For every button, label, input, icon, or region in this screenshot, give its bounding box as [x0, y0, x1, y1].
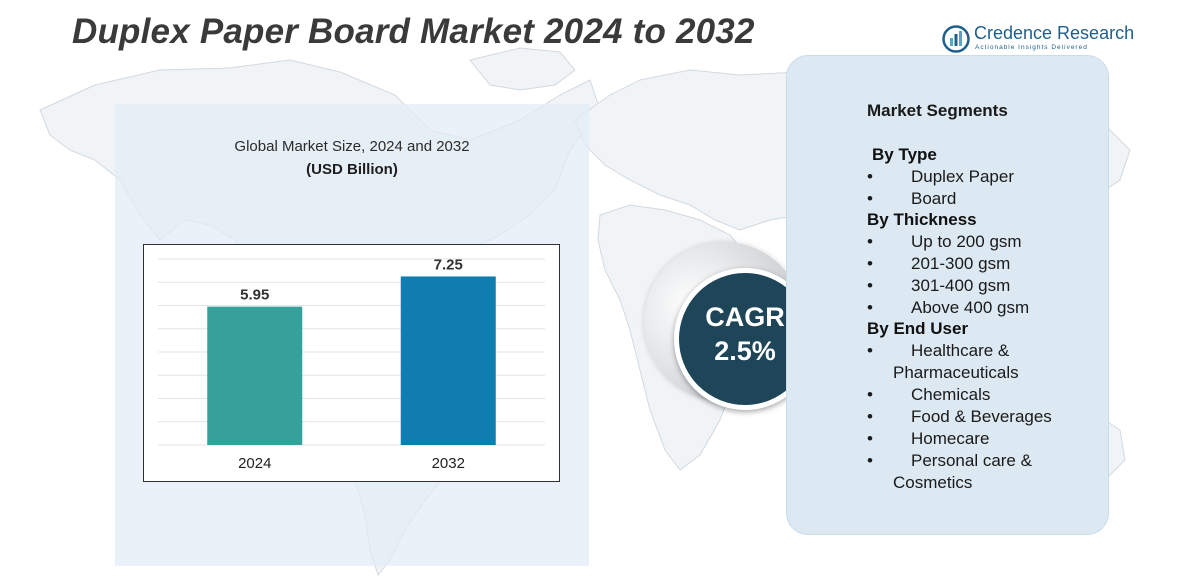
logo-tagline: Actionable Insights Delivered	[975, 44, 1088, 51]
bullet: •	[867, 276, 873, 295]
chart-unit-label: (USD Billion)	[306, 161, 398, 178]
page-title: Duplex Paper Board Market 2024 to 2032	[72, 12, 755, 51]
bullet: •	[867, 232, 873, 251]
logo-name: Credence Research	[974, 23, 1135, 43]
chart-title: Global Market Size, 2024 and 2032	[234, 138, 470, 155]
data-label-2032: 7.25	[434, 256, 463, 273]
bullet: •	[867, 341, 873, 360]
bar-chart: 5.95 2024 7.25 2032	[143, 244, 560, 482]
segment-item-continuation: Cosmetics	[893, 473, 973, 492]
segments-title: Market Segments	[867, 101, 1008, 120]
cagr-value: 2.5%	[714, 336, 776, 366]
segment-group-type: By Type	[872, 145, 937, 164]
credence-logo-icon	[942, 25, 970, 53]
bullet: •	[867, 254, 873, 273]
bullet: •	[867, 429, 873, 448]
x-tick-label-2024: 2024	[238, 455, 271, 472]
segment-group-end-user: By End User	[867, 319, 969, 338]
bullet: •	[867, 189, 873, 208]
segment-group-thickness: By Thickness	[867, 210, 977, 229]
brand-logo: Credence Research Actionable Insights De…	[942, 22, 1142, 58]
bullet: •	[867, 298, 873, 317]
cagr-label: CAGR	[705, 302, 785, 332]
bullet: •	[867, 451, 873, 470]
bar-2032	[400, 276, 496, 445]
segments-panel	[786, 55, 1109, 535]
bullet: •	[867, 385, 873, 404]
data-label-2024: 5.95	[240, 287, 269, 304]
bar-chart-svg: 5.95 2024 7.25 2032	[158, 256, 545, 472]
bullet: •	[867, 407, 873, 426]
bar-2024	[207, 306, 303, 445]
bullet: •	[867, 167, 873, 186]
segment-item-continuation: Pharmaceuticals	[893, 363, 1019, 382]
x-tick-label-2032: 2032	[432, 455, 465, 472]
